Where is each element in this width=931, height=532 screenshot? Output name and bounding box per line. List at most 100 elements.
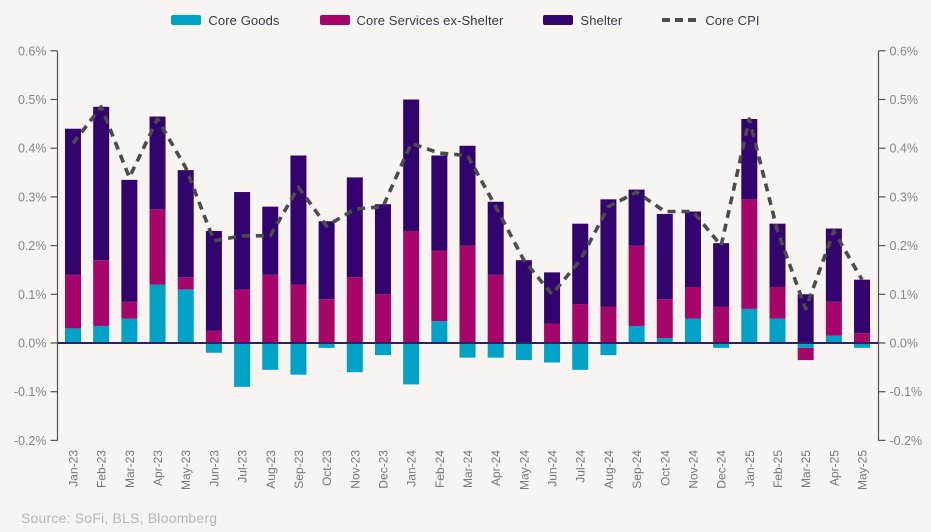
bar-segment-core-services-ex-shelter	[121, 301, 138, 319]
x-axis-label: Feb-24	[433, 450, 447, 488]
y-tick-label: 0.5%	[18, 93, 47, 107]
x-axis-label: Jan-23	[67, 450, 81, 487]
bar-segment-core-services-ex-shelter	[854, 333, 871, 343]
bar-segment-shelter	[262, 206, 279, 275]
x-axis-label: Nov-24	[686, 450, 700, 489]
bar-segment-core-services-ex-shelter	[572, 304, 589, 343]
x-axis-label: May-24	[517, 450, 531, 490]
x-axis-label: Mar-24	[461, 450, 475, 488]
x-axis-label: Oct-24	[658, 450, 672, 486]
y-tick-label: 0.3%	[18, 190, 47, 204]
bar-segment-shelter	[459, 145, 476, 246]
bar-segment-shelter	[177, 170, 194, 278]
bar-segment-core-goods	[374, 343, 391, 356]
bar-segment-shelter	[205, 230, 222, 331]
bar-segment-core-goods	[628, 325, 645, 343]
legend-swatch-icon	[319, 15, 350, 25]
legend-swatch-icon	[171, 15, 202, 25]
x-axis-label: Apr-23	[151, 450, 165, 486]
bar-segment-shelter	[797, 294, 814, 343]
bar-segment-shelter	[544, 272, 561, 324]
bar-segment-shelter	[121, 179, 138, 302]
bar-segment-shelter	[403, 99, 420, 231]
bar-segment-core-goods	[572, 343, 589, 370]
x-axis-label: Oct-23	[320, 450, 334, 486]
bar-segment-core-services-ex-shelter	[149, 209, 166, 285]
bar-segment-core-services-ex-shelter	[656, 299, 673, 339]
y-tick-label: 0.0%	[18, 337, 47, 351]
legend: Core Goods Core Services ex-Shelter Shelte…	[0, 9, 931, 31]
bar-segment-core-goods	[149, 284, 166, 343]
bar-segment-core-goods	[403, 343, 420, 385]
bar-segment-core-goods	[318, 343, 335, 348]
bar-segment-core-services-ex-shelter	[374, 294, 391, 343]
x-axis-label: Jun-24	[546, 450, 560, 487]
bar-segment-core-services-ex-shelter	[431, 250, 448, 322]
bar-segment-core-goods	[741, 308, 758, 343]
bar-segment-core-services-ex-shelter	[318, 299, 335, 343]
bar-segment-core-services-ex-shelter	[684, 286, 701, 319]
x-axis-label: Jul-24	[574, 450, 588, 483]
bar-segment-core-goods	[93, 325, 110, 343]
y-tick-label: 0.6%	[18, 44, 47, 58]
bar-segment-shelter	[290, 155, 307, 285]
bar-segment-core-services-ex-shelter	[769, 286, 786, 319]
dashed-line-swatch-icon	[662, 18, 699, 22]
source-note: Source: SoFi, BLS, Bloomberg	[21, 510, 218, 526]
bar-segment-core-services-ex-shelter	[403, 230, 420, 343]
bar-segment-shelter	[93, 106, 110, 261]
x-axis-label: Aug-23	[264, 450, 278, 489]
x-axis-label: Jul-23	[236, 450, 250, 483]
x-axis-label: Feb-25	[771, 450, 785, 488]
x-axis-label: Sep-24	[630, 450, 644, 489]
y-tick-label: -0.1%	[14, 385, 47, 399]
bar-segment-core-goods	[854, 343, 871, 348]
bar-segment-core-goods	[544, 343, 561, 363]
bar-segment-core-services-ex-shelter	[628, 245, 645, 326]
x-axis-label: Dec-24	[715, 450, 729, 489]
bar-segment-core-services-ex-shelter	[205, 330, 222, 343]
legend-label: Core CPI	[705, 12, 760, 28]
bar-segment-shelter	[487, 201, 504, 275]
bar-segment-core-services-ex-shelter	[234, 289, 251, 343]
bar-segment-core-goods	[825, 335, 842, 343]
legend-item-shelter: Shelter	[543, 13, 622, 28]
bar-segment-shelter	[600, 199, 617, 307]
bar-segment-shelter	[628, 189, 645, 246]
bar-segment-shelter	[684, 211, 701, 287]
bar-segment-core-goods	[290, 343, 307, 375]
x-axis-label: Jan-25	[743, 450, 757, 487]
bar-segment-core-goods	[234, 343, 251, 387]
bar-segment-core-goods	[769, 318, 786, 343]
bar-segment-shelter	[741, 118, 758, 200]
bar-segment-core-services-ex-shelter	[262, 274, 279, 343]
x-axis-label: May-25	[856, 450, 870, 490]
core-cpi-line	[71, 105, 864, 311]
legend-swatch-icon	[543, 15, 574, 25]
bar-segment-core-goods	[713, 343, 730, 348]
bar-segment-shelter	[374, 204, 391, 295]
y-tick-label: 0.4%	[890, 142, 919, 156]
bar-segment-core-services-ex-shelter	[797, 347, 814, 361]
legend-item-core-services-ex-shelter: Core Services ex-Shelter	[319, 13, 504, 28]
y-tick-label: -0.1%	[890, 385, 923, 399]
bar-segment-shelter	[769, 223, 786, 287]
bar-segment-shelter	[346, 177, 363, 278]
x-axis-label: Sep-23	[292, 450, 306, 489]
bar-segment-core-goods	[684, 318, 701, 343]
bar-segment-shelter	[431, 155, 448, 251]
y-tick-label: 0.2%	[890, 239, 919, 253]
bar-segment-core-services-ex-shelter	[713, 306, 730, 343]
bar-segment-core-services-ex-shelter	[600, 306, 617, 343]
legend-item-core-cpi: Core CPI	[662, 13, 759, 28]
bar-segment-core-services-ex-shelter	[290, 284, 307, 343]
y-tick-label: 0.0%	[890, 337, 919, 351]
bar-segment-core-goods	[515, 343, 532, 361]
legend-label: Core Goods	[208, 12, 280, 28]
y-tick-label: -0.2%	[890, 434, 923, 448]
x-axis-label: Mar-23	[123, 450, 137, 488]
bar-segment-shelter	[65, 128, 81, 275]
legend-item-core-goods: Core Goods	[171, 13, 279, 28]
bar-segment-core-goods	[177, 289, 194, 343]
